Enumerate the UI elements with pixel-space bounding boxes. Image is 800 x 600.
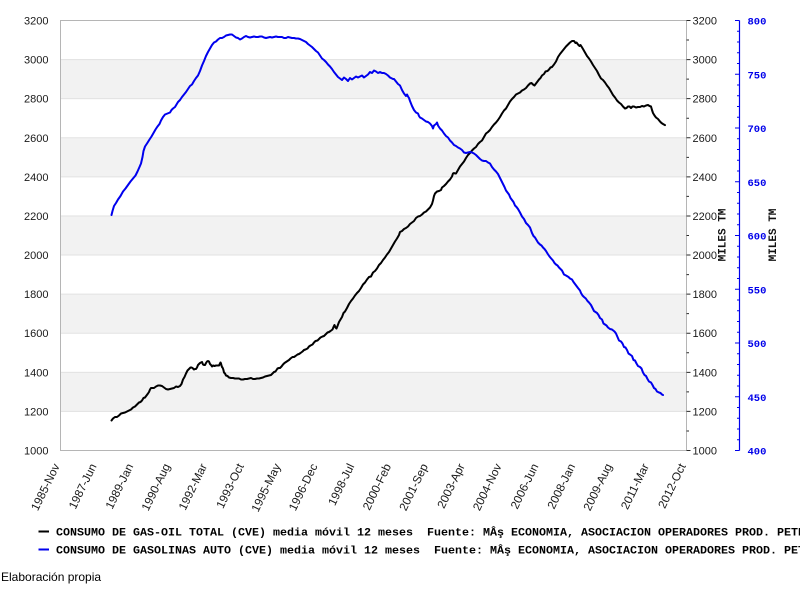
svg-text:1200: 1200: [24, 406, 48, 418]
svg-text:Elaboración propia: Elaboración propia: [1, 570, 101, 584]
svg-text:500: 500: [748, 339, 767, 351]
svg-text:2000: 2000: [24, 250, 48, 262]
svg-text:750: 750: [748, 70, 767, 82]
svg-text:550: 550: [748, 285, 767, 297]
svg-text:CONSUMO DE GAS-OIL TOTAL (CVE): CONSUMO DE GAS-OIL TOTAL (CVE) media móv…: [56, 526, 800, 540]
svg-text:1800: 1800: [693, 289, 717, 301]
svg-text:2200: 2200: [693, 211, 717, 223]
svg-text:450: 450: [748, 393, 767, 405]
svg-text:2200: 2200: [24, 211, 48, 223]
svg-text:700: 700: [748, 124, 767, 136]
svg-text:2600: 2600: [693, 133, 717, 145]
svg-text:3000: 3000: [693, 55, 717, 67]
svg-text:MILES TM: MILES TM: [768, 208, 780, 261]
svg-text:1000: 1000: [24, 446, 48, 458]
svg-text:2600: 2600: [24, 133, 48, 145]
svg-text:600: 600: [748, 232, 767, 244]
svg-text:3000: 3000: [24, 55, 48, 67]
svg-text:2800: 2800: [24, 94, 48, 106]
svg-text:650: 650: [748, 178, 767, 190]
svg-text:2400: 2400: [24, 172, 48, 184]
svg-text:1800: 1800: [24, 289, 48, 301]
svg-text:2400: 2400: [693, 172, 717, 184]
svg-text:2800: 2800: [693, 94, 717, 106]
svg-text:3200: 3200: [24, 16, 48, 28]
svg-text:1400: 1400: [693, 367, 717, 379]
svg-text:400: 400: [748, 447, 767, 459]
svg-text:CONSUMO DE GASOLINAS AUTO (CVE: CONSUMO DE GASOLINAS AUTO (CVE) media mó…: [56, 544, 800, 558]
svg-text:1600: 1600: [693, 328, 717, 340]
svg-text:1400: 1400: [24, 367, 48, 379]
svg-text:1600: 1600: [24, 328, 48, 340]
svg-text:800: 800: [748, 17, 767, 29]
svg-text:MILES TM: MILES TM: [718, 208, 730, 261]
svg-text:2000: 2000: [693, 250, 717, 262]
svg-text:1200: 1200: [693, 406, 717, 418]
svg-text:3200: 3200: [693, 16, 717, 28]
svg-text:1000: 1000: [693, 446, 717, 458]
